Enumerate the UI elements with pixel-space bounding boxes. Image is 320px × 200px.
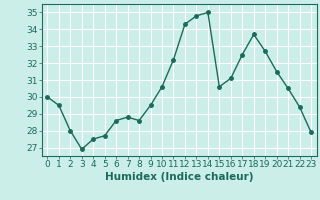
X-axis label: Humidex (Indice chaleur): Humidex (Indice chaleur) <box>105 172 253 182</box>
